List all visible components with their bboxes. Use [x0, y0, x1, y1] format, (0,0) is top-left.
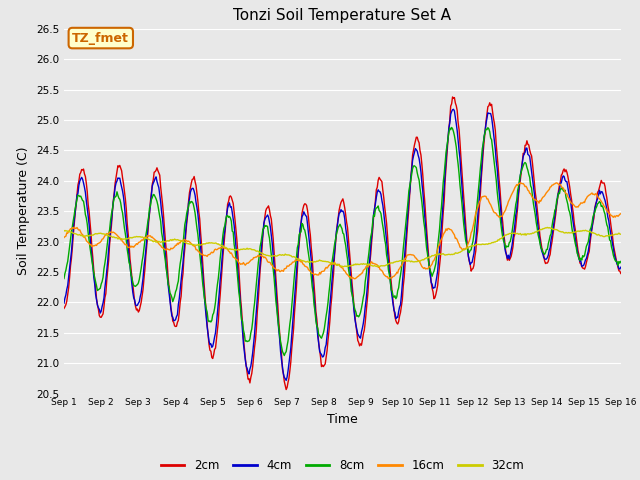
Title: Tonzi Soil Temperature Set A: Tonzi Soil Temperature Set A — [234, 9, 451, 24]
X-axis label: Time: Time — [327, 413, 358, 426]
Text: TZ_fmet: TZ_fmet — [72, 32, 129, 45]
Legend: 2cm, 4cm, 8cm, 16cm, 32cm: 2cm, 4cm, 8cm, 16cm, 32cm — [156, 454, 529, 477]
Y-axis label: Soil Temperature (C): Soil Temperature (C) — [17, 147, 30, 276]
